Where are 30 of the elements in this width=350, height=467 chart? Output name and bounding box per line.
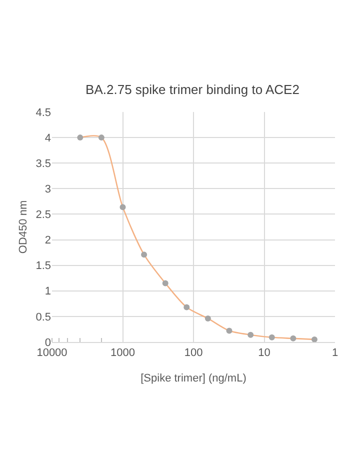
point xyxy=(141,252,148,258)
y-tick-label: 3.5 xyxy=(36,158,51,170)
point xyxy=(184,304,190,310)
chart-title: BA.2.75 spike trimer binding to ACE2 xyxy=(86,82,300,98)
point xyxy=(162,280,168,286)
point xyxy=(268,334,275,340)
point xyxy=(77,134,84,141)
y-tick-label: 1.5 xyxy=(36,260,51,272)
point xyxy=(311,336,318,342)
y-tick-label: 2.5 xyxy=(36,209,51,222)
y-tick-label: 2 xyxy=(44,234,51,247)
y-axis-title: OD450 nm xyxy=(17,200,30,254)
x-axis-title: [Spike trimer] (ng/mL) xyxy=(140,372,246,384)
y-tick-label: 0 xyxy=(44,336,51,349)
y-tick-label: 0.5 xyxy=(36,311,51,324)
point xyxy=(120,204,126,210)
x-tick-label: 10000 xyxy=(36,347,68,360)
point xyxy=(204,315,211,322)
y-tick-label: 4.5 xyxy=(36,106,51,119)
x-tick-label: 100 xyxy=(184,347,203,360)
y-tick-label: 1 xyxy=(44,286,51,298)
point xyxy=(290,335,296,342)
y-tick-label: 4 xyxy=(44,132,51,144)
x-tick-label: 1000 xyxy=(110,347,135,360)
point xyxy=(248,332,254,338)
x-tick-label: 1 xyxy=(332,347,338,360)
y-tick-label: 3 xyxy=(44,184,51,196)
x-tick-label: 10 xyxy=(258,347,270,360)
point xyxy=(226,328,232,334)
point xyxy=(98,134,104,141)
